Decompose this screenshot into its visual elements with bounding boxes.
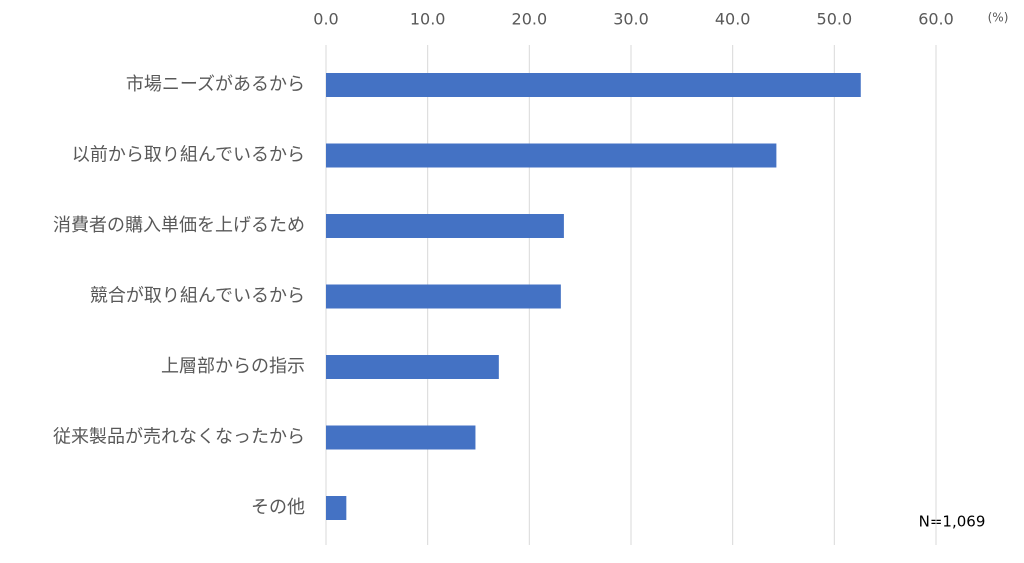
- unit-label: (%): [988, 11, 1009, 25]
- x-tick-label: 40.0: [715, 10, 751, 29]
- bar: [326, 73, 861, 97]
- bar: [326, 355, 499, 379]
- x-tick-label: 20.0: [512, 10, 548, 29]
- x-tick-label: 10.0: [410, 10, 446, 29]
- y-tick-label: 上層部からの指示: [161, 356, 305, 377]
- x-tick-label: 0.0: [313, 10, 338, 29]
- x-tick-label: 50.0: [817, 10, 853, 29]
- y-tick-label: 市場ニーズがあるから: [126, 74, 305, 95]
- y-tick-label: 消費者の購入単価を上げるため: [53, 215, 305, 236]
- x-tick-label: 60.0: [918, 10, 954, 29]
- y-tick-label: 以前から取り組んでいるから: [72, 145, 305, 166]
- note: N=1,069: [919, 513, 986, 531]
- bar: [326, 425, 476, 450]
- y-tick-label: その他: [251, 497, 305, 518]
- y-tick-label: 従来製品が売れなくなったから: [53, 427, 305, 448]
- y-tick-label: 競合が取り組んでいるから: [90, 286, 305, 307]
- x-tick-label: 30.0: [613, 10, 649, 29]
- bar: [326, 143, 777, 168]
- bar: [326, 214, 564, 238]
- bar: [326, 496, 347, 520]
- bar: [326, 284, 561, 309]
